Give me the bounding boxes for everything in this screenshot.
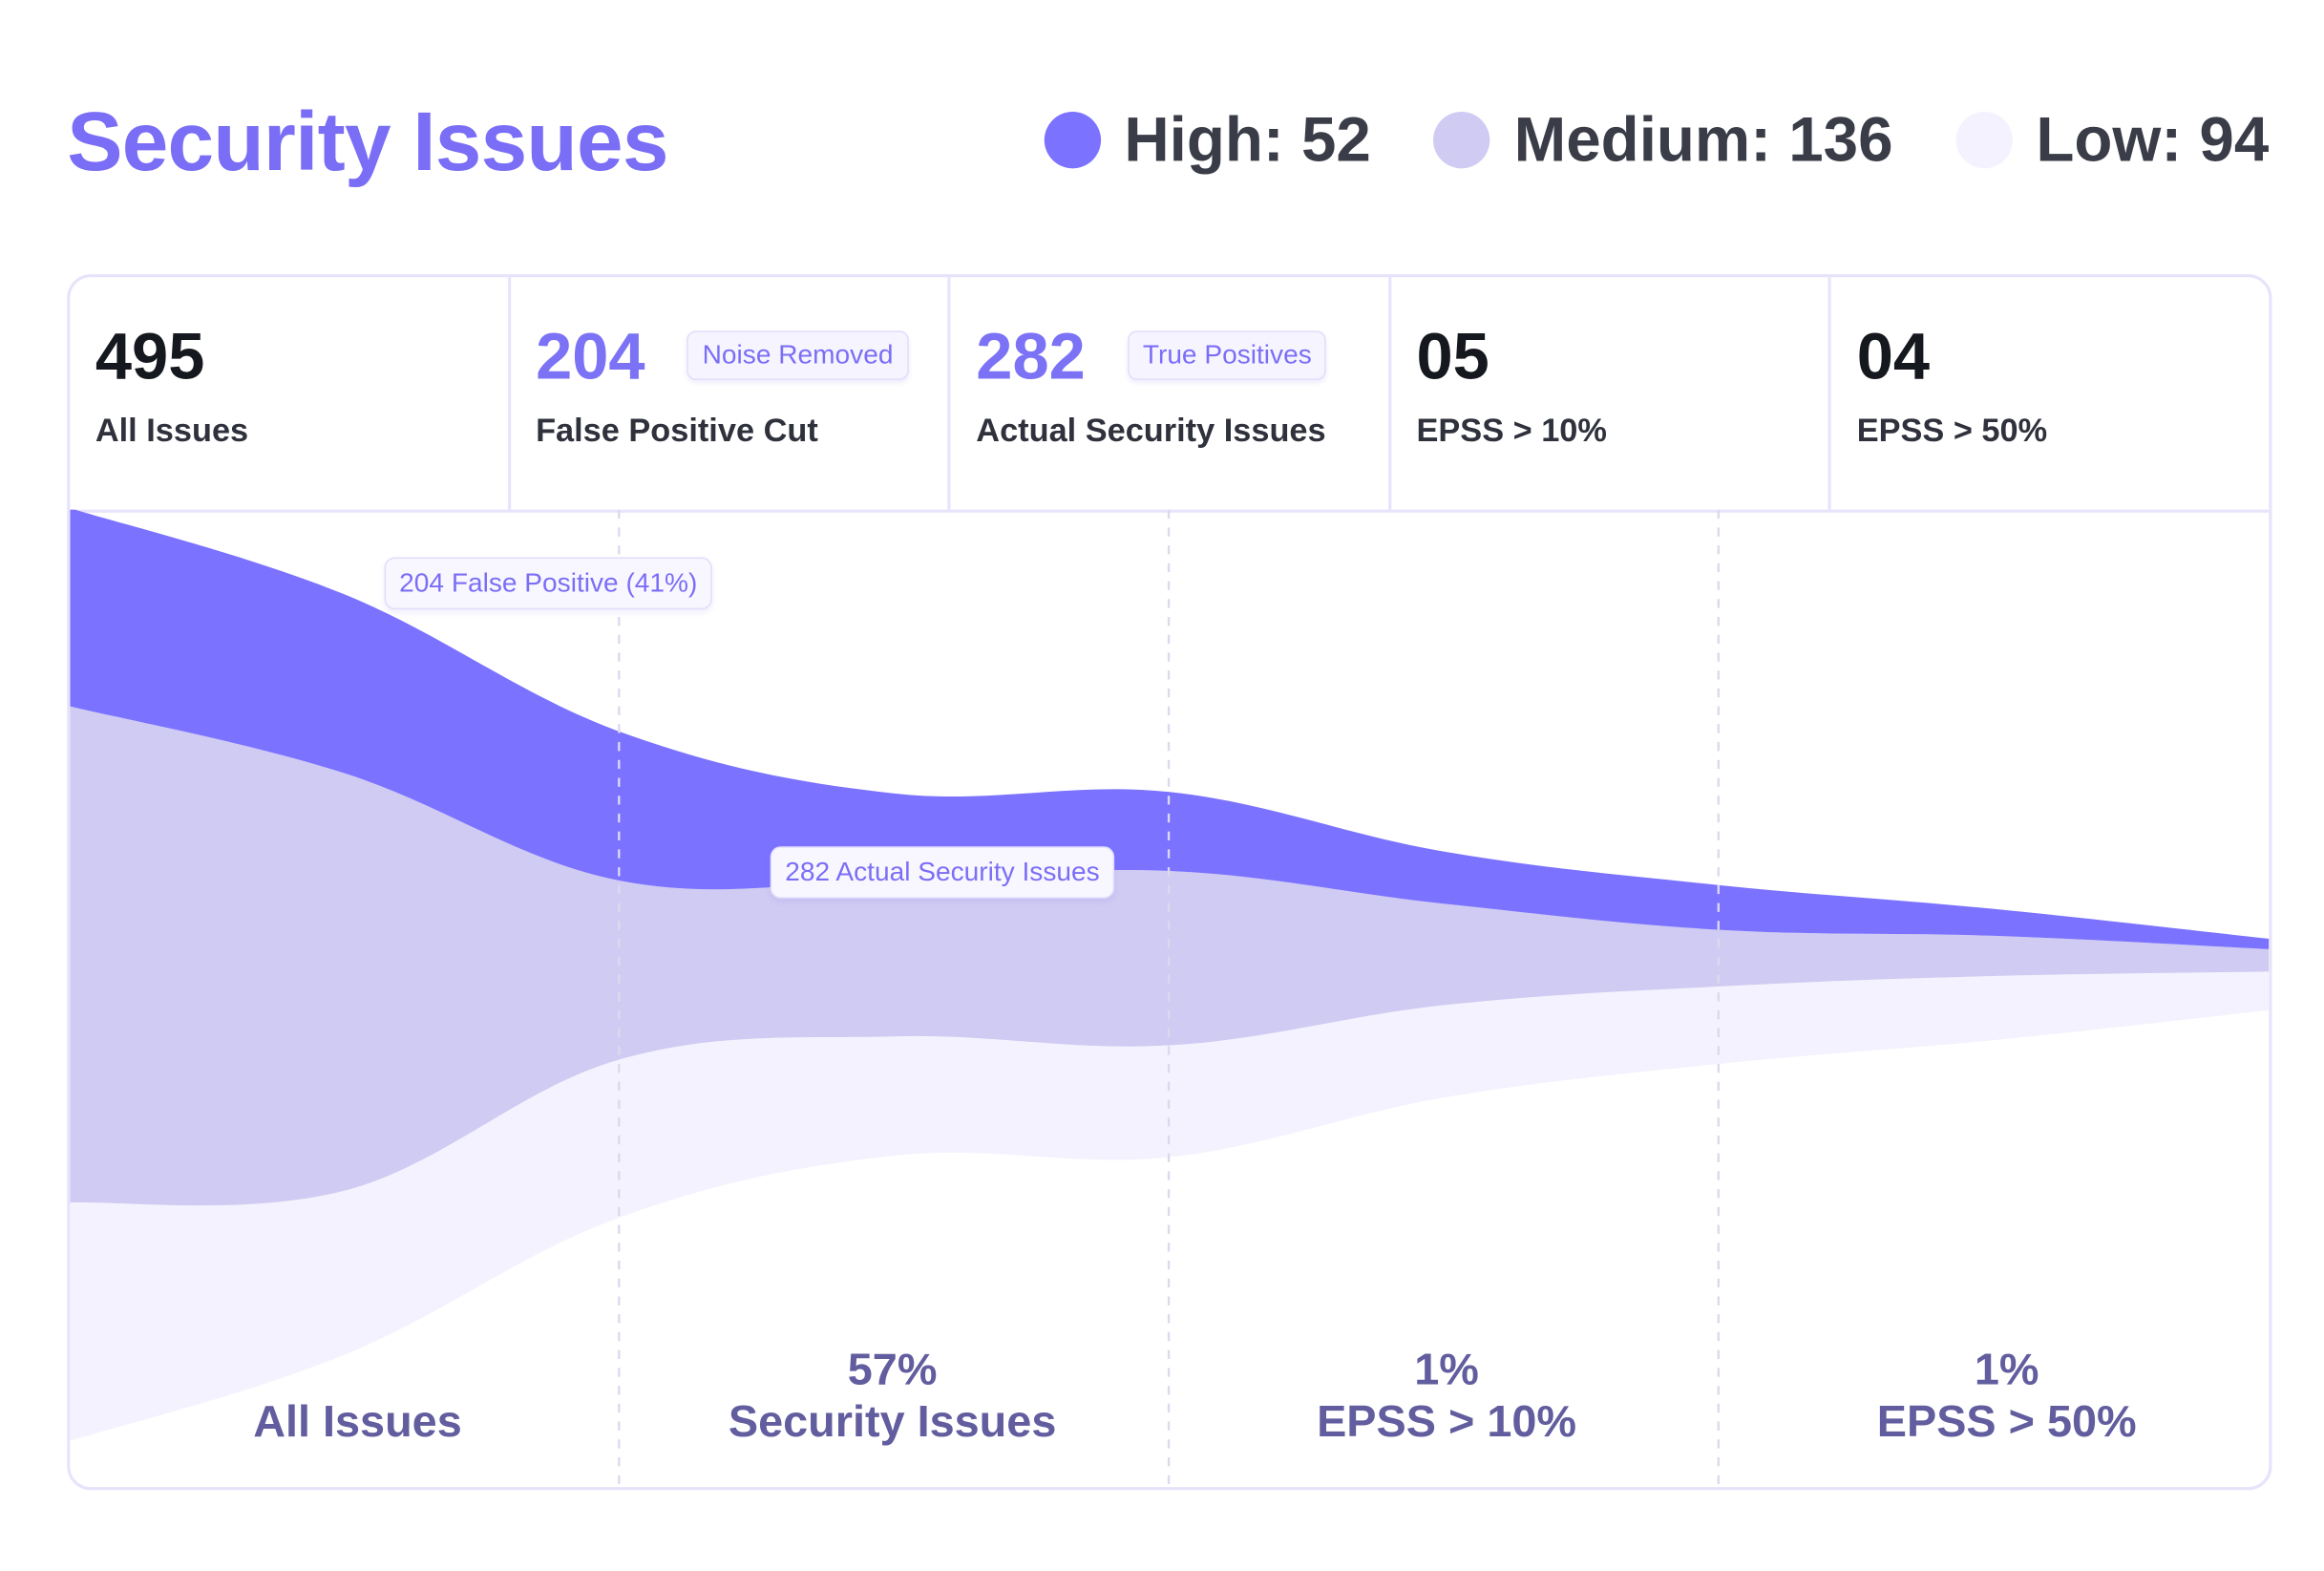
stage-percent: 57%	[847, 1345, 938, 1395]
legend-label: Low: 94	[2036, 104, 2270, 175]
legend: High: 52 Medium: 136 Low: 94	[1044, 104, 2269, 176]
stats-row: 495 All Issues 204 Noise Removed False P…	[70, 277, 2270, 513]
stat-label: Actual Security Issues	[976, 411, 1326, 449]
legend-label: Medium: 136	[1513, 104, 1893, 175]
stage-name: EPSS > 50%	[1876, 1397, 2137, 1448]
stream-chart: 204 False Positive (41%) 282 Actual Secu…	[70, 509, 2270, 1488]
stage-name: EPSS > 10%	[1317, 1397, 1577, 1448]
actual-issues-callout: 282 Actual Security Issues	[770, 846, 1115, 899]
legend-item-medium: Medium: 136	[1433, 104, 1893, 176]
stage-label-security-issues: 57% Security Issues	[729, 1344, 1056, 1448]
stat-all-issues: 495 All Issues	[70, 277, 511, 510]
stage-percent: 1%	[1974, 1345, 2039, 1395]
page-title: Security Issues	[67, 94, 668, 188]
stat-value: 05	[1416, 320, 1489, 393]
legend-item-high: High: 52	[1044, 104, 1371, 176]
stat-epss-50: 04 EPSS > 50%	[1831, 277, 2269, 509]
legend-label: High: 52	[1124, 104, 1371, 175]
stat-value: 04	[1856, 320, 1931, 393]
stat-value: 204	[536, 320, 645, 393]
noise-removed-badge: Noise Removed	[687, 330, 909, 380]
low-dot-icon	[1955, 112, 2013, 169]
stage-name: Security Issues	[728, 1397, 1057, 1448]
true-positives-badge: True Positives	[1128, 330, 1327, 380]
high-dot-icon	[1044, 112, 1101, 169]
stat-actual-security-issues: 282 True Positives Actual Security Issue…	[951, 277, 1391, 510]
stat-false-positive-cut: 204 Noise Removed False Positive Cut	[511, 277, 951, 510]
stat-label: False Positive Cut	[536, 411, 818, 449]
stat-epss-10: 05 EPSS > 10%	[1391, 277, 1832, 510]
stage-label-epss-50: 1% EPSS > 50%	[1877, 1344, 2137, 1448]
stat-value: 495	[95, 320, 205, 393]
stream-chart-svg	[70, 509, 2270, 1488]
stage-percent: 1%	[1414, 1345, 1479, 1395]
false-positive-callout: 204 False Positive (41%)	[384, 557, 712, 610]
stage-name: All Issues	[253, 1397, 462, 1448]
stat-label: All Issues	[95, 411, 249, 449]
stage-label-all-issues: All Issues	[253, 1396, 462, 1449]
medium-dot-icon	[1433, 112, 1490, 169]
stage-label-epss-10: 1% EPSS > 10%	[1317, 1344, 1576, 1448]
stat-value: 282	[976, 320, 1086, 393]
stat-label: EPSS > 10%	[1416, 411, 1607, 449]
stat-label: EPSS > 50%	[1856, 411, 2048, 449]
issues-card: 495 All Issues 204 Noise Removed False P…	[67, 274, 2272, 1491]
stream-band-medium	[70, 706, 2270, 1206]
legend-item-low: Low: 94	[1955, 104, 2269, 176]
